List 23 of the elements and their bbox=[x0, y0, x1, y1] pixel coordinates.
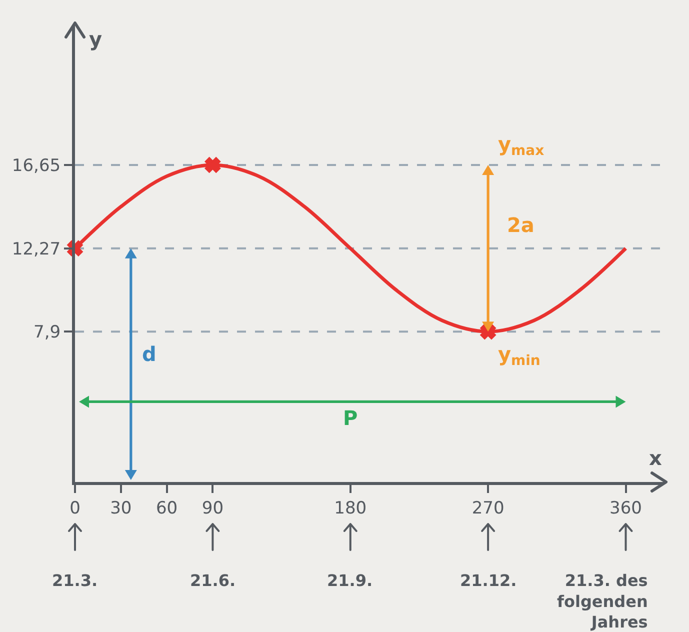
annotation: 2a bbox=[507, 213, 534, 237]
annotation: P bbox=[343, 406, 358, 430]
text: 21.3. bbox=[52, 571, 98, 590]
annotation: d bbox=[142, 342, 156, 366]
annotation: y$_{max}$ bbox=[498, 132, 544, 160]
x-tick-label: 30 bbox=[110, 498, 132, 518]
x-tick-label: 270 bbox=[472, 498, 504, 518]
x-tick-label: 60 bbox=[156, 498, 178, 518]
text: 21.9. bbox=[327, 571, 373, 590]
x-axis-title: x bbox=[649, 446, 662, 470]
x-tick-label: 180 bbox=[334, 498, 367, 518]
x-tick-label: 90 bbox=[202, 498, 224, 518]
y-axis-title: y bbox=[89, 27, 102, 51]
text: 21.6. bbox=[190, 571, 236, 590]
y-tick-label: 12,27 bbox=[12, 239, 61, 260]
y-tick-label: 16,65 bbox=[12, 156, 61, 176]
annotation: y$_{min}$ bbox=[498, 342, 540, 370]
y-tick-label: 7,9 bbox=[34, 322, 61, 343]
x-tick-label: 0 bbox=[70, 498, 80, 518]
point bbox=[204, 157, 220, 173]
text: 21.3. des folgenden Jahres bbox=[557, 571, 648, 632]
text: 21.12. bbox=[460, 571, 517, 590]
x-tick-label: 360 bbox=[610, 498, 642, 518]
